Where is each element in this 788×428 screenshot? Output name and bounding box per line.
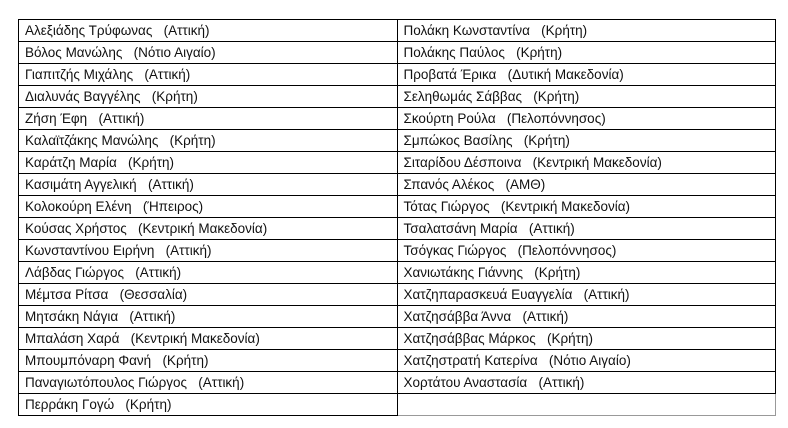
table-cell: Κολοκούρη Ελένη (Ήπειρος) [18, 195, 398, 218]
table-row: Γιαπιτζής Μιχάλης (Αττική) Προβατά Έρικα … [18, 63, 776, 86]
table-row: Κούσας Χρήστος (Κεντρική Μακεδονία) Τσαλα… [18, 217, 776, 240]
table-row: Κολοκούρη Ελένη (Ήπειρος) Τότας Γιώργος (… [18, 195, 776, 218]
table-cell: Τσαλατσάνη Μαρία (Αττική) [396, 217, 776, 240]
table-cell: Μητσάκη Νάγια (Αττική) [18, 305, 398, 328]
table-cell: Χατζησάββα Άννα (Αττική) [396, 305, 776, 328]
table-cell: Κωνσταντίνου Ειρήνη (Αττική) [18, 239, 398, 262]
table-cell: Αλεξιάδης Τρύφωνας (Αττική) [18, 19, 398, 42]
names-table: Αλεξιάδης Τρύφωνας (Αττική) Πολάκη Κωνστα… [18, 19, 776, 416]
table-cell: Λάβδας Γιώργος (Αττική) [18, 261, 398, 284]
table-row: Ζήση Έφη (Αττική) Σκούρτη Ρούλα (Πελοπόνν… [18, 107, 776, 130]
table-cell: Ζήση Έφη (Αττική) [18, 107, 398, 130]
table-cell: Πολάκη Κωνσταντίνα (Κρήτη) [396, 19, 776, 42]
table-cell: Τότας Γιώργος (Κεντρική Μακεδονία) [396, 195, 776, 218]
table-row: Καλαϊτζάκης Μανώλης (Κρήτη) Σμπώκος Βασίλ… [18, 129, 776, 152]
table-row: Μέμτσα Ρίτσα (Θεσσαλία) Χατζηπαρασκευά Ευ… [18, 283, 776, 306]
table-row: Μπουμπόναρη Φανή (Κρήτη) Χατζηστρατή Κατε… [18, 349, 776, 372]
table-row: Λάβδας Γιώργος (Αττική) Χανιωτάκης Γιάννη… [18, 261, 776, 284]
table-row: Καράτζη Μαρία (Κρήτη) Σιταρίδου Δέσποινα … [18, 151, 776, 174]
table-cell: Χατζηπαρασκευά Ευαγγελία (Αττική) [396, 283, 776, 306]
table-row: Βόλος Μανώλης (Νότιο Αιγαίο) Πολάκης Παύλ… [18, 41, 776, 64]
table-cell: Χατζησάββας Μάρκος (Κρήτη) [396, 327, 776, 350]
table-cell: Σμπώκος Βασίλης (Κρήτη) [396, 129, 776, 152]
table-cell: Γιαπιτζής Μιχάλης (Αττική) [18, 63, 398, 86]
table-row: Διαλυνάς Βαγγέλης (Κρήτη) Σεληθωμάς Σάββα… [18, 85, 776, 108]
table-cell: Χανιωτάκης Γιάννης (Κρήτη) [396, 261, 776, 284]
table-cell: Μπουμπόναρη Φανή (Κρήτη) [18, 349, 398, 372]
table-row: Περράκη Γογώ (Κρήτη) [18, 393, 776, 416]
table-row: Κωνσταντίνου Ειρήνη (Αττική) Τσόγκας Γιώρ… [18, 239, 776, 262]
table-cell: Κούσας Χρήστος (Κεντρική Μακεδονία) [18, 217, 398, 240]
table-cell: Κασιμάτη Αγγελική (Αττική) [18, 173, 398, 196]
table-cell: Σεληθωμάς Σάββας (Κρήτη) [396, 85, 776, 108]
table-cell: Καλαϊτζάκης Μανώλης (Κρήτη) [18, 129, 398, 152]
table-row: Αλεξιάδης Τρύφωνας (Αττική) Πολάκη Κωνστα… [18, 19, 776, 42]
table-cell: Σιταρίδου Δέσποινα (Κεντρική Μακεδονία) [396, 151, 776, 174]
table-cell: Σπανός Αλέκος (ΑΜΘ) [396, 173, 776, 196]
table-cell: Σκούρτη Ρούλα (Πελοπόννησος) [396, 107, 776, 130]
table-cell: Βόλος Μανώλης (Νότιο Αιγαίο) [18, 41, 398, 64]
table-row: Παναγιωτόπουλος Γιώργος (Αττική) Χορτάτου… [18, 371, 776, 394]
table-cell: Πολάκης Παύλος (Κρήτη) [396, 41, 776, 64]
table-cell: Μπαλάση Χαρά (Κεντρική Μακεδονία) [18, 327, 398, 350]
table-cell [396, 393, 776, 416]
table-cell: Παναγιωτόπουλος Γιώργος (Αττική) [18, 371, 398, 394]
names-table-body: Αλεξιάδης Τρύφωνας (Αττική) Πολάκη Κωνστα… [18, 19, 776, 416]
table-cell: Καράτζη Μαρία (Κρήτη) [18, 151, 398, 174]
table-cell: Τσόγκας Γιώργος (Πελοπόννησος) [396, 239, 776, 262]
table-cell: Προβατά Έρικα (Δυτική Μακεδονία) [396, 63, 776, 86]
table-cell: Μέμτσα Ρίτσα (Θεσσαλία) [18, 283, 398, 306]
table-cell: Διαλυνάς Βαγγέλης (Κρήτη) [18, 85, 398, 108]
table-cell: Περράκη Γογώ (Κρήτη) [18, 393, 398, 416]
table-row: Μητσάκη Νάγια (Αττική) Χατζησάββα Άννα (Α… [18, 305, 776, 328]
table-cell: Χορτάτου Αναστασία (Αττική) [396, 371, 776, 394]
table-row: Κασιμάτη Αγγελική (Αττική) Σπανός Αλέκος … [18, 173, 776, 196]
table-cell: Χατζηστρατή Κατερίνα (Νότιο Αιγαίο) [396, 349, 776, 372]
table-row: Μπαλάση Χαρά (Κεντρική Μακεδονία) Χατζησά… [18, 327, 776, 350]
